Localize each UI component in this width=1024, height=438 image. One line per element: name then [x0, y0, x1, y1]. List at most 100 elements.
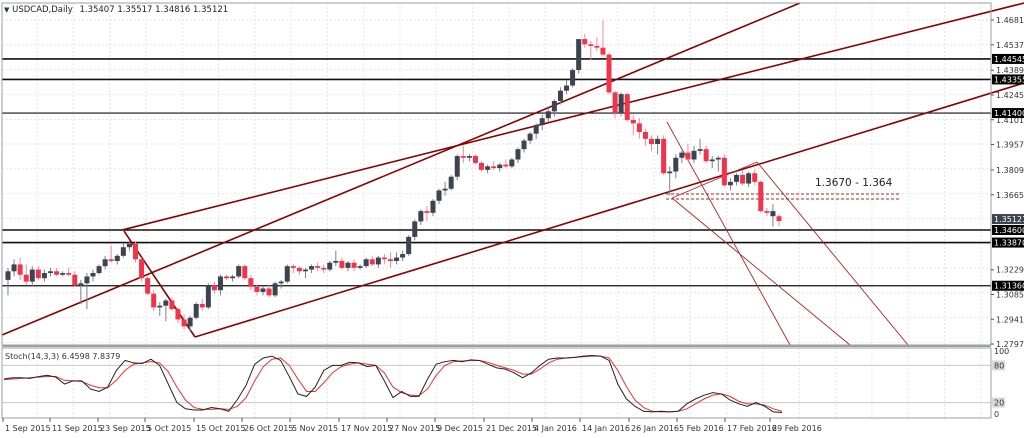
- candlestick[interactable]: [655, 135, 661, 155]
- candlestick[interactable]: [527, 131, 533, 145]
- candlestick[interactable]: [406, 235, 412, 256]
- candlestick[interactable]: [242, 264, 248, 280]
- candlestick[interactable]: [400, 250, 406, 261]
- candlestick[interactable]: [539, 114, 545, 131]
- candlestick[interactable]: [418, 209, 424, 225]
- candlestick[interactable]: [357, 264, 363, 270]
- candlestick[interactable]: [78, 279, 84, 304]
- candlestick[interactable]: [254, 285, 260, 296]
- candlestick[interactable]: [199, 298, 205, 311]
- candlestick[interactable]: [193, 302, 199, 320]
- candlestick[interactable]: [60, 271, 66, 277]
- candlestick[interactable]: [740, 169, 746, 186]
- candlestick[interactable]: [284, 264, 290, 284]
- candlestick[interactable]: [497, 162, 503, 172]
- candlestick[interactable]: [90, 269, 96, 282]
- stoch-signal-line[interactable]: [3, 355, 783, 413]
- candlestick[interactable]: [479, 161, 485, 172]
- candlestick[interactable]: [448, 174, 454, 191]
- candlestick[interactable]: [66, 267, 72, 277]
- candlestick[interactable]: [266, 285, 272, 298]
- candlestick[interactable]: [375, 255, 381, 268]
- candlestick[interactable]: [515, 147, 521, 163]
- candlestick[interactable]: [557, 87, 563, 105]
- candlestick[interactable]: [764, 207, 770, 217]
- candlestick[interactable]: [721, 154, 727, 188]
- zone-annotation[interactable]: 1.3670 - 1.364: [815, 177, 893, 189]
- candlestick[interactable]: [709, 156, 715, 169]
- candlestick[interactable]: [746, 171, 752, 188]
- candlestick[interactable]: [54, 267, 60, 277]
- candlestick[interactable]: [108, 245, 114, 263]
- candlestick[interactable]: [84, 273, 90, 310]
- candlestick[interactable]: [594, 37, 600, 52]
- candlestick[interactable]: [679, 150, 685, 163]
- candlestick[interactable]: [145, 276, 151, 296]
- candlestick[interactable]: [47, 267, 53, 277]
- candlestick[interactable]: [126, 240, 132, 251]
- candlestick[interactable]: [296, 266, 302, 275]
- candlestick[interactable]: [564, 80, 570, 95]
- candlestick[interactable]: [503, 159, 509, 169]
- candlestick[interactable]: [139, 257, 145, 282]
- candlestick[interactable]: [570, 68, 576, 88]
- candlestick[interactable]: [667, 166, 673, 196]
- candlestick[interactable]: [715, 156, 721, 172]
- candlestick[interactable]: [278, 279, 284, 289]
- candlestick[interactable]: [96, 264, 102, 275]
- candlestick[interactable]: [272, 281, 278, 298]
- candlestick[interactable]: [454, 154, 460, 181]
- channel-trendline[interactable]: [121, 2, 1024, 231]
- candlestick[interactable]: [424, 205, 430, 222]
- candlestick[interactable]: [151, 290, 157, 311]
- candlestick[interactable]: [114, 254, 120, 265]
- candlestick[interactable]: [430, 199, 436, 217]
- candlestick[interactable]: [734, 173, 740, 186]
- candlestick[interactable]: [163, 298, 169, 322]
- candlestick[interactable]: [72, 271, 78, 287]
- candlestick[interactable]: [17, 257, 23, 280]
- candlestick[interactable]: [309, 264, 315, 274]
- candlestick[interactable]: [369, 255, 375, 267]
- candlestick[interactable]: [636, 118, 642, 139]
- candlestick[interactable]: [442, 181, 448, 196]
- candlestick[interactable]: [5, 267, 11, 296]
- candlestick[interactable]: [582, 33, 588, 48]
- candlestick[interactable]: [169, 297, 175, 311]
- candlestick[interactable]: [187, 316, 193, 332]
- candlestick[interactable]: [363, 257, 369, 268]
- candlestick[interactable]: [509, 157, 515, 169]
- candlestick[interactable]: [157, 302, 163, 317]
- candlestick[interactable]: [321, 264, 327, 274]
- candlestick[interactable]: [345, 260, 351, 272]
- candlestick[interactable]: [491, 161, 497, 170]
- candlestick[interactable]: [248, 274, 254, 291]
- pitchfork-base-line[interactable]: [671, 161, 758, 199]
- candlestick[interactable]: [339, 257, 345, 270]
- candlestick[interactable]: [642, 128, 648, 146]
- candlestick[interactable]: [752, 169, 758, 186]
- candlestick[interactable]: [302, 267, 308, 279]
- candlestick[interactable]: [35, 266, 41, 280]
- candlestick[interactable]: [691, 145, 697, 163]
- candlestick[interactable]: [460, 145, 466, 163]
- candlestick[interactable]: [618, 92, 624, 117]
- candlestick[interactable]: [120, 243, 126, 258]
- candlestick[interactable]: [697, 138, 703, 155]
- stoch-main-line[interactable]: [3, 354, 783, 414]
- candlestick[interactable]: [436, 188, 442, 205]
- candlestick[interactable]: [545, 107, 551, 122]
- candlestick[interactable]: [600, 20, 606, 57]
- candlestick[interactable]: [576, 39, 582, 74]
- candlestick[interactable]: [624, 92, 630, 122]
- candlestick[interactable]: [412, 219, 418, 241]
- candlestick[interactable]: [260, 286, 266, 296]
- candlestick[interactable]: [612, 90, 618, 119]
- candlestick[interactable]: [630, 114, 636, 136]
- candlestick[interactable]: [387, 252, 393, 268]
- candlestick[interactable]: [533, 123, 539, 139]
- candlestick[interactable]: [290, 264, 296, 274]
- candlestick[interactable]: [351, 259, 357, 272]
- candlestick[interactable]: [205, 283, 211, 310]
